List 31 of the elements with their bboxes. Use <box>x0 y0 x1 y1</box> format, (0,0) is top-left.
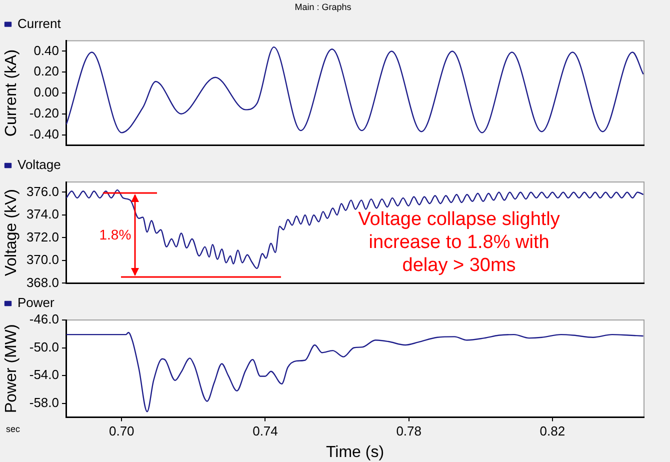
line-series <box>66 46 644 134</box>
y-tick-label: 370.0 <box>26 252 59 268</box>
y-axis-title: Power (MW) <box>3 324 20 414</box>
y-tick-label: -50.0 <box>29 339 59 354</box>
text: sec <box>6 424 21 434</box>
x-tick-label: 0.74 <box>252 424 278 439</box>
y-tick-label: 368.0 <box>26 274 59 290</box>
x-tick-label: 0.82 <box>540 424 566 439</box>
y-tick-label: -54.0 <box>29 367 59 382</box>
x-tick-label: 0.78 <box>396 424 422 439</box>
y-tick-label: 376.0 <box>26 184 59 199</box>
line-series <box>66 332 644 412</box>
legend-label: Voltage <box>18 157 61 172</box>
x-tick-label: 0.70 <box>108 424 134 439</box>
annotation: Voltage collapse slightly increase to 1.8% with delay > 30ms <box>358 208 560 276</box>
chart-title: Main : Graphs <box>294 2 352 12</box>
y-tick-label: 0.20 <box>34 64 59 79</box>
y-tick-label: 374.0 <box>26 206 59 222</box>
y-tick-label: -58.0 <box>29 394 59 410</box>
y-tick-label: 372.0 <box>26 229 59 244</box>
y-tick-label: -0.40 <box>29 126 59 142</box>
y-tick-label: 0.40 <box>34 42 59 58</box>
y-tick-label: 0.00 <box>34 84 59 100</box>
y-axis-title: Current (kA) <box>3 49 20 137</box>
y-axis-title: Voltage (kV) <box>3 189 20 276</box>
legend-label: Current <box>18 16 62 31</box>
x-axis-title: Time (s) <box>326 444 384 461</box>
y-tick-label: -46.0 <box>29 312 59 327</box>
annotation: 1.8% <box>99 226 132 242</box>
y-tick-label: -0.20 <box>29 105 59 120</box>
legend-label: Power <box>18 295 56 310</box>
